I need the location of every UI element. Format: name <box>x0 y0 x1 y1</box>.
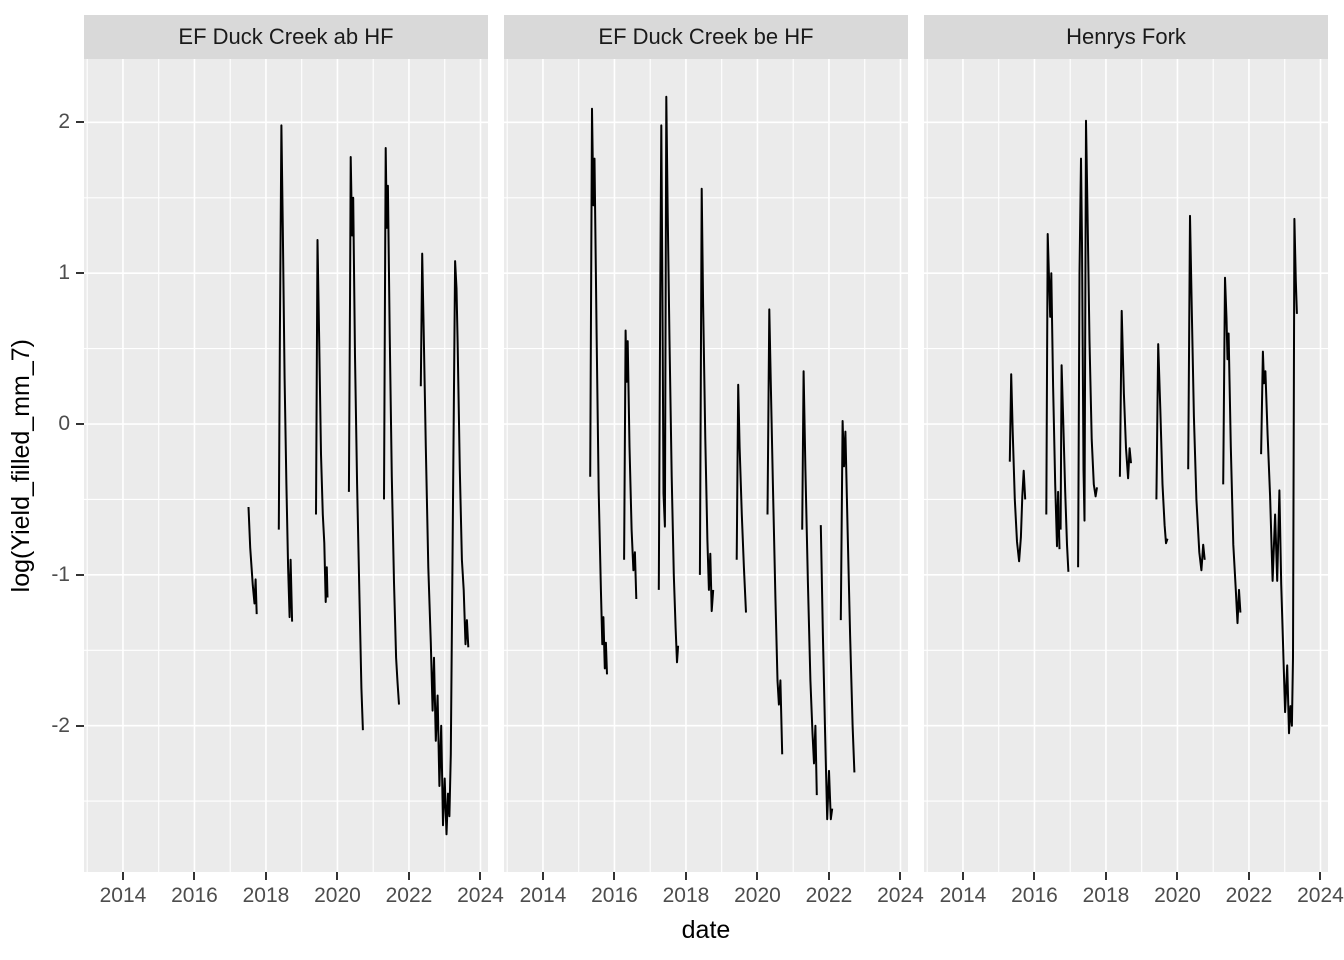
data-series-line <box>698 187 715 613</box>
x-tick-label: 2024 <box>1297 884 1344 907</box>
y-tick-mark <box>76 121 84 124</box>
data-series-line <box>419 252 470 836</box>
facet-strip-label: Henrys Fork <box>1066 24 1186 49</box>
data-series-line <box>819 525 834 821</box>
data-series-line <box>1077 119 1098 568</box>
data-series-line <box>277 124 294 622</box>
data-series-line <box>1222 276 1242 625</box>
x-tick-mark <box>827 872 830 880</box>
panel-plot-svg <box>84 59 488 872</box>
y-tick-mark <box>76 423 84 426</box>
data-series-line <box>1045 233 1061 550</box>
y-tick-label: 1 <box>58 261 70 285</box>
x-tick-mark <box>899 872 902 880</box>
plot-panel <box>84 59 488 872</box>
x-tick-label: 2016 <box>1011 884 1058 907</box>
data-series-line <box>347 156 364 731</box>
x-tick-mark <box>193 872 196 880</box>
data-series-line <box>1155 343 1169 545</box>
x-tick-label: 2018 <box>242 884 290 907</box>
y-tick-label: 2 <box>58 110 70 134</box>
x-tick-mark <box>1033 872 1036 880</box>
data-series-line <box>589 107 608 675</box>
x-tick-mark <box>407 872 410 880</box>
x-tick-mark <box>541 872 544 880</box>
y-tick-label: 0 <box>58 412 70 436</box>
x-tick-label: 2014 <box>519 884 567 907</box>
x-tick-mark <box>1247 872 1250 880</box>
data-series-line <box>623 329 638 600</box>
x-tick-mark <box>961 872 964 880</box>
facet-strip: EF Duck Creek be HF <box>504 15 908 59</box>
data-series-line <box>1118 309 1132 480</box>
x-axis-title: date <box>681 916 731 944</box>
x-tick-label: 2018 <box>1082 884 1130 907</box>
data-series-line <box>1008 373 1027 563</box>
x-tick-label: 2022 <box>1225 884 1273 907</box>
x-tick-label: 2024 <box>877 884 924 907</box>
panel-plot-svg <box>924 59 1328 872</box>
x-tick-label: 2018 <box>662 884 710 907</box>
x-tick-mark <box>1319 872 1322 880</box>
x-tick-mark <box>121 872 124 880</box>
y-tick-label: -1 <box>51 562 70 586</box>
data-series-line <box>383 147 400 705</box>
plot-panel <box>924 59 1328 872</box>
data-series-line <box>247 506 258 615</box>
plot-panel <box>504 59 908 872</box>
x-tick-label: 2014 <box>939 884 987 907</box>
x-tick-label: 2022 <box>385 884 433 907</box>
y-tick-mark <box>76 573 84 576</box>
x-tick-mark <box>756 872 759 880</box>
facet-strip-label: EF Duck Creek be HF <box>598 24 814 49</box>
x-tick-mark <box>264 872 267 880</box>
panel-plot-svg <box>504 59 908 872</box>
data-series-line <box>1187 214 1206 572</box>
x-tick-mark <box>479 872 482 880</box>
facet-strip: EF Duck Creek ab HF <box>84 15 488 59</box>
x-tick-mark <box>1176 872 1179 880</box>
x-tick-mark <box>1104 872 1107 880</box>
facet-strip-label: EF Duck Creek ab HF <box>178 24 394 49</box>
y-tick-mark <box>76 724 84 727</box>
x-tick-label: 2014 <box>99 884 147 907</box>
x-tick-mark <box>613 872 616 880</box>
y-tick-mark <box>76 272 84 275</box>
x-tick-label: 2020 <box>1154 884 1201 907</box>
facet-strip: Henrys Fork <box>924 15 1328 59</box>
data-series-line <box>801 370 818 796</box>
y-tick-label: -2 <box>51 713 70 737</box>
data-series-line <box>1260 217 1298 735</box>
x-tick-label: 2022 <box>805 884 853 907</box>
data-series-line <box>735 383 747 613</box>
x-tick-label: 2020 <box>314 884 361 907</box>
x-tick-mark <box>684 872 687 880</box>
data-series-line <box>839 420 856 773</box>
data-series-line <box>657 95 680 664</box>
y-axis-title: log(Yield_filled_mm_7) <box>6 338 35 593</box>
data-series-line <box>766 308 784 755</box>
data-series-line <box>1059 364 1070 572</box>
x-tick-mark <box>336 872 339 880</box>
x-tick-label: 2016 <box>591 884 638 907</box>
data-series-line <box>315 239 329 603</box>
x-tick-label: 2024 <box>457 884 504 907</box>
x-tick-label: 2020 <box>734 884 781 907</box>
x-tick-label: 2016 <box>171 884 218 907</box>
